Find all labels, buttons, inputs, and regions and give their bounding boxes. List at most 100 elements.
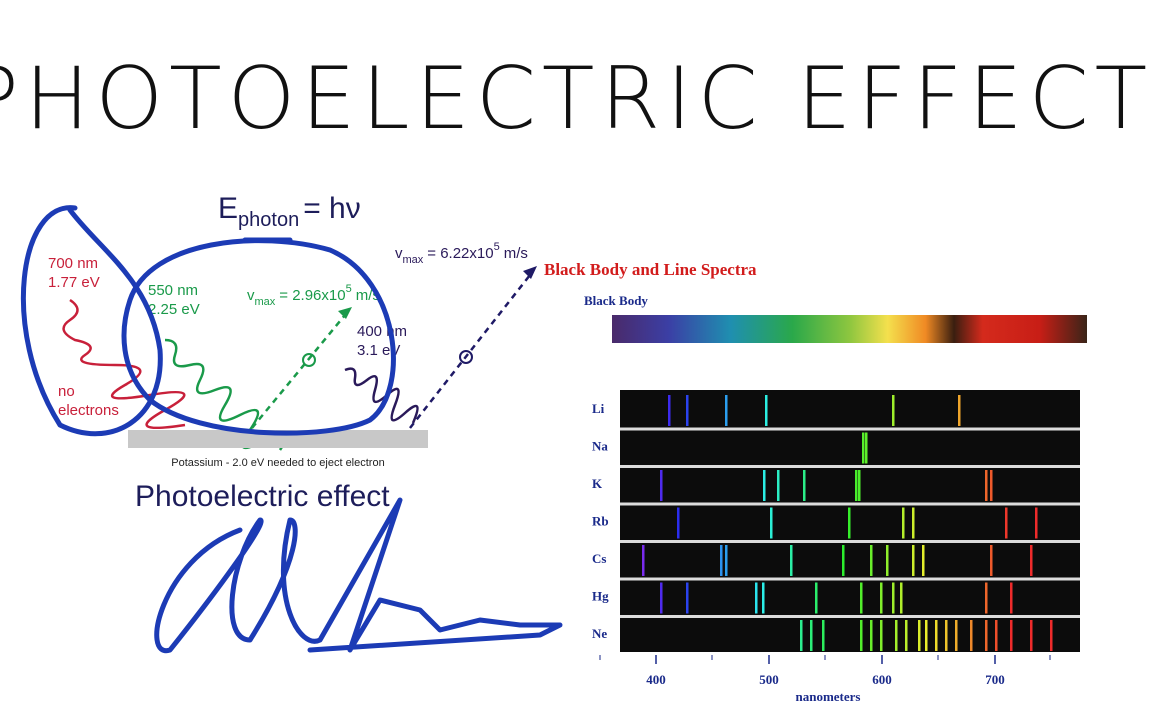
surface-caption: Potassium - 2.0 eV needed to eject elect… bbox=[171, 457, 384, 469]
green-arrow bbox=[251, 314, 346, 429]
spectral-line bbox=[642, 545, 645, 576]
spectral-line bbox=[790, 545, 793, 576]
spectral-line bbox=[900, 582, 903, 614]
spectral-line bbox=[763, 470, 766, 501]
spectral-line bbox=[870, 620, 873, 651]
spectral-line bbox=[777, 470, 780, 501]
spectral-line bbox=[860, 620, 863, 651]
no-label: no bbox=[58, 383, 75, 400]
green-speed: vmax = 2.96x105 m/s bbox=[247, 283, 380, 308]
spectral-line bbox=[770, 507, 773, 539]
spectral-line bbox=[810, 620, 813, 651]
tick-label: 700 bbox=[985, 672, 1005, 687]
spectral-line bbox=[918, 620, 921, 651]
element-label: Rb bbox=[592, 514, 609, 529]
spectral-line bbox=[990, 470, 993, 501]
spectral-line bbox=[892, 582, 895, 614]
row-divider bbox=[620, 540, 1080, 543]
spectral-line bbox=[822, 620, 825, 651]
violet-arrowhead bbox=[523, 266, 537, 279]
element-label: Ne bbox=[592, 626, 607, 641]
violet-speed: vmax = 6.22x105 m/s bbox=[395, 241, 528, 266]
electron bbox=[459, 350, 473, 364]
spectral-line bbox=[725, 545, 728, 576]
green-wavelength: 550 nm bbox=[148, 282, 198, 299]
green-arrowhead bbox=[338, 307, 352, 319]
spectral-line bbox=[985, 582, 988, 614]
spectral-line bbox=[880, 582, 883, 614]
spectral-line bbox=[955, 620, 958, 651]
spectral-line bbox=[765, 395, 768, 426]
formula: Ephoton = hν bbox=[218, 192, 361, 231]
element-label: Cs bbox=[592, 551, 606, 566]
row-divider bbox=[620, 615, 1080, 618]
element-label: K bbox=[592, 476, 603, 491]
black-body-bar bbox=[612, 315, 1087, 343]
spectral-line bbox=[803, 470, 806, 501]
red-wavelength: 700 nm bbox=[48, 255, 98, 272]
spectral-line bbox=[922, 545, 925, 576]
spectral-line bbox=[990, 545, 993, 576]
spectral-line bbox=[985, 620, 988, 651]
row-divider bbox=[620, 502, 1080, 506]
electrons-label: electrons bbox=[58, 402, 119, 419]
spectral-line bbox=[870, 545, 873, 576]
spectral-line bbox=[1010, 582, 1013, 614]
spectral-line bbox=[935, 620, 938, 651]
spectral-line bbox=[660, 582, 663, 614]
spectral-line bbox=[725, 395, 728, 426]
spectral-line bbox=[995, 620, 998, 651]
spectral-line bbox=[686, 582, 689, 614]
spectral-line bbox=[1035, 507, 1038, 539]
spectral-line bbox=[945, 620, 948, 651]
row-divider bbox=[620, 577, 1080, 581]
spectral-line bbox=[1005, 507, 1008, 539]
spectral-line bbox=[668, 395, 671, 426]
spectral-line bbox=[800, 620, 803, 651]
spectra-title: Black Body and Line Spectra bbox=[544, 260, 757, 279]
spectral-line bbox=[855, 470, 858, 501]
spectral-line bbox=[858, 470, 861, 501]
tick-label: 600 bbox=[872, 672, 892, 687]
line-spectra: Li Na K Rb Cs Hg Ne bbox=[592, 395, 1080, 651]
ink-loop bbox=[121, 238, 396, 436]
spectral-line bbox=[895, 620, 898, 651]
element-label: Li bbox=[592, 401, 605, 416]
spectral-line bbox=[865, 432, 868, 464]
tick-label: 500 bbox=[759, 672, 779, 687]
spectral-line bbox=[905, 620, 908, 651]
spectral-line bbox=[848, 507, 851, 539]
spectral-line bbox=[677, 507, 680, 539]
caption: Photoelectric effect bbox=[135, 480, 390, 513]
spectral-line bbox=[686, 395, 689, 426]
ink-loop bbox=[20, 205, 163, 437]
spectral-line bbox=[880, 620, 883, 651]
spectral-line bbox=[886, 545, 889, 576]
spectral-line bbox=[985, 470, 988, 501]
spectral-line bbox=[1010, 620, 1013, 651]
row-divider bbox=[620, 465, 1080, 468]
spectral-line bbox=[860, 582, 863, 614]
element-label: Hg bbox=[592, 589, 609, 604]
spectral-line bbox=[1030, 620, 1033, 651]
green-energy: 2.25 eV bbox=[148, 301, 200, 318]
black-body-label: Black Body bbox=[584, 293, 648, 308]
spectral-line bbox=[755, 582, 758, 614]
spectral-line bbox=[902, 507, 905, 539]
spectral-line bbox=[660, 470, 663, 501]
violet-energy: 3.1 eV bbox=[357, 342, 400, 359]
tick-label: 400 bbox=[646, 672, 666, 687]
spectral-line bbox=[970, 620, 973, 651]
title: PHOTOELECTRIC EFFECT bbox=[0, 49, 1152, 149]
spectral-line bbox=[892, 395, 895, 426]
spectral-line bbox=[815, 582, 818, 614]
violet-wavelength: 400 nm bbox=[357, 323, 407, 340]
spectral-line bbox=[912, 507, 915, 539]
spectral-line bbox=[1050, 620, 1053, 651]
potassium-surface bbox=[128, 430, 428, 448]
spectral-line bbox=[1030, 545, 1033, 576]
spectral-line bbox=[958, 395, 961, 426]
red-energy: 1.77 eV bbox=[48, 274, 100, 291]
spectral-line bbox=[842, 545, 845, 576]
